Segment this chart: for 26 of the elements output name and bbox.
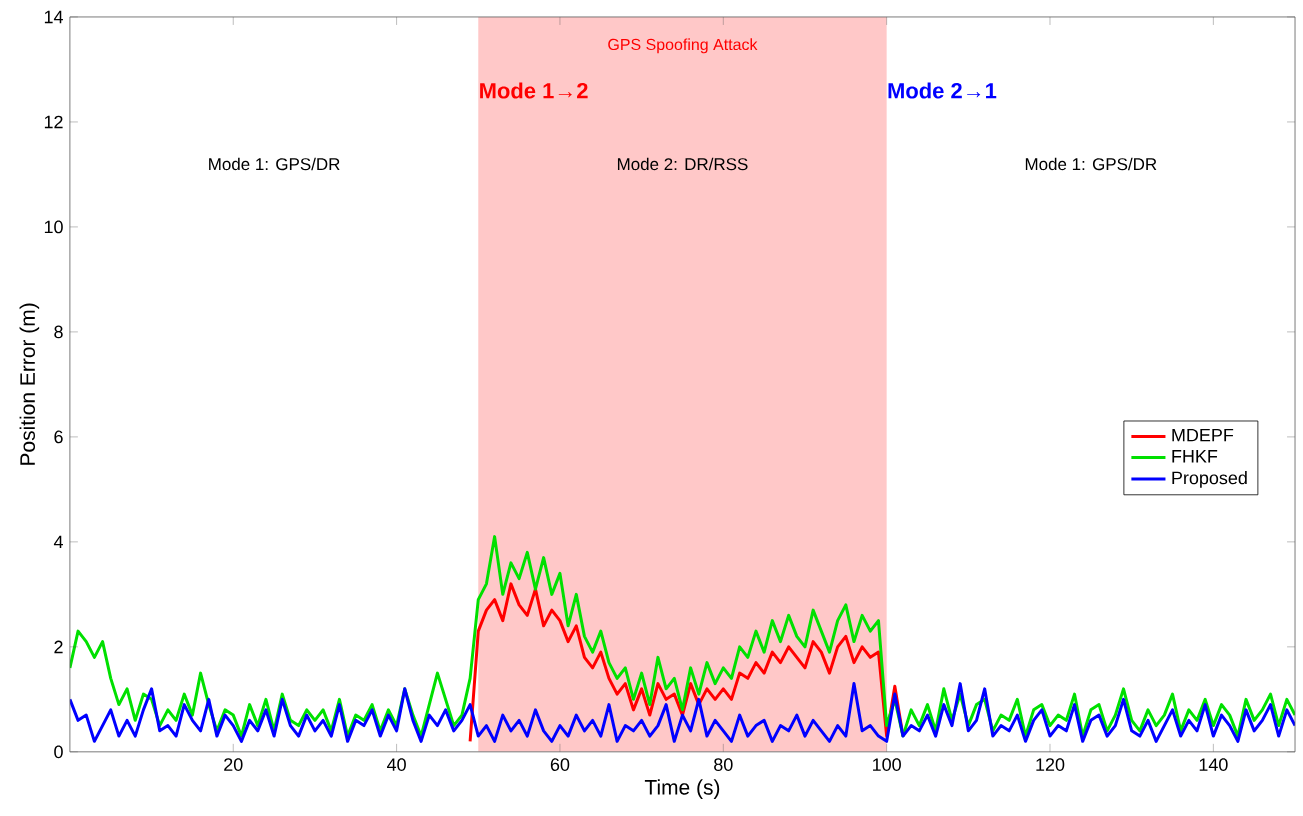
y-tick-label: 10 — [44, 220, 63, 234]
y-tick-label: 4 — [53, 535, 63, 549]
x-tick-label: 140 — [1199, 758, 1228, 772]
y-tick-label: 12 — [44, 115, 63, 129]
y-tick-label: 8 — [54, 325, 63, 339]
annotation: Mode 2→1 — [888, 82, 997, 99]
y-tick-label: 0 — [54, 745, 63, 759]
x-tick-label: 100 — [873, 758, 901, 772]
annotation: Mode 2: DR/RSS — [617, 157, 748, 171]
x-axis-title: Time (s) — [644, 779, 720, 800]
legend-label: FHKF — [1172, 450, 1218, 463]
y-axis-title: Position Error (m) — [19, 303, 40, 465]
annotation: Mode 1→2 — [480, 82, 588, 99]
x-tick-label: 40 — [387, 758, 406, 772]
y-tick-label: 14 — [44, 10, 63, 24]
legend-label: MDEPF — [1172, 429, 1234, 442]
x-tick-label: 60 — [550, 758, 570, 772]
legend-label: Proposed — [1172, 471, 1247, 488]
band-label: GPS Spoofing Attack — [608, 38, 758, 54]
annotation: Mode 1: GPS/DR — [209, 157, 340, 171]
x-tick-label: 120 — [1036, 758, 1065, 772]
y-tick-label: 2 — [54, 640, 63, 654]
x-tick-label: 20 — [224, 758, 243, 772]
x-tick-label: 80 — [714, 758, 733, 772]
annotation: Mode 1: GPS/DR — [1025, 157, 1157, 171]
y-tick-label: 6 — [54, 430, 63, 444]
